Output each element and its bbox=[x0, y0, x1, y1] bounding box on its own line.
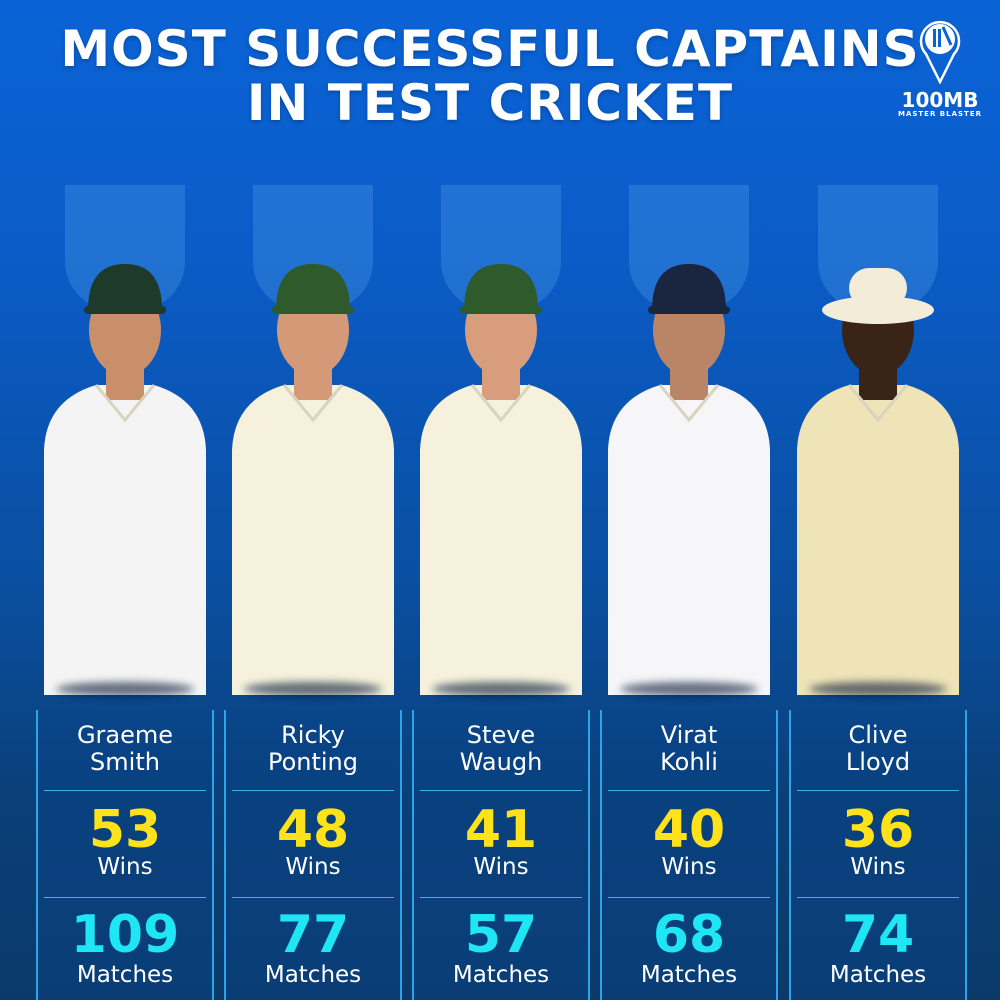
brand-logo: 100MB MASTER BLASTER bbox=[895, 18, 985, 118]
captain-card: Graeme Smith 53 Wins 109 Matches bbox=[36, 170, 214, 1000]
cricket-stumps-pin-icon bbox=[919, 20, 961, 85]
captain-name: Graeme Smith bbox=[36, 722, 214, 776]
captain-card: Clive Lloyd 36 Wins 74 Matches bbox=[789, 170, 967, 1000]
matches-value: 77 bbox=[276, 905, 350, 965]
captain-name: Steve Waugh bbox=[412, 722, 590, 776]
divider bbox=[608, 790, 770, 791]
matches-label: Matches bbox=[76, 962, 174, 988]
first-name: Ricky bbox=[281, 721, 345, 749]
last-name: Ponting bbox=[267, 748, 359, 776]
captain-photo bbox=[797, 268, 959, 695]
stats-panel bbox=[224, 710, 402, 1000]
logo-brand: 100MB bbox=[901, 88, 979, 112]
stats-panel bbox=[789, 710, 967, 1000]
captain-name: Ricky Ponting bbox=[224, 722, 402, 776]
divider bbox=[44, 897, 206, 898]
captain-name: Virat Kohli bbox=[600, 722, 778, 776]
stats-panel bbox=[600, 710, 778, 1000]
photo-shadow bbox=[809, 682, 947, 696]
first-name: Graeme bbox=[76, 721, 174, 749]
last-name: Waugh bbox=[459, 748, 543, 776]
divider bbox=[797, 790, 959, 791]
matches-value: 109 bbox=[70, 905, 180, 965]
title-line-2: in Test Cricket bbox=[246, 74, 734, 132]
matches-value: 68 bbox=[652, 905, 726, 965]
first-name: Steve bbox=[466, 721, 536, 749]
wins-value: 48 bbox=[276, 800, 350, 860]
divider bbox=[420, 897, 582, 898]
wins-label: Wins bbox=[850, 854, 906, 880]
matches-label: Matches bbox=[452, 962, 550, 988]
wins-label: Wins bbox=[285, 854, 341, 880]
divider bbox=[232, 790, 394, 791]
photo-shadow bbox=[244, 682, 382, 696]
photo-shadow bbox=[56, 682, 194, 696]
divider bbox=[232, 897, 394, 898]
matches-value: 57 bbox=[464, 905, 538, 965]
logo-subtitle: MASTER BLASTER bbox=[897, 110, 982, 118]
last-name: Kohli bbox=[660, 748, 718, 776]
captain-card: Steve Waugh 41 Wins 57 Matches bbox=[412, 170, 590, 1000]
last-name: Smith bbox=[90, 748, 160, 776]
captain-photo bbox=[232, 264, 394, 695]
wins-label: Wins bbox=[473, 854, 529, 880]
first-name: Clive bbox=[848, 721, 908, 749]
captain-photo bbox=[44, 264, 206, 695]
captain-card: Ricky Ponting 48 Wins 77 Matches bbox=[224, 170, 402, 1000]
photo-shadow bbox=[620, 682, 758, 696]
page-title: Most Successful Captains in Test Cricket bbox=[60, 22, 920, 130]
matches-label: Matches bbox=[264, 962, 362, 988]
divider bbox=[420, 790, 582, 791]
title-line-1: Most Successful Captains bbox=[60, 20, 920, 78]
matches-label: Matches bbox=[829, 962, 927, 988]
team-crest-icon bbox=[818, 185, 938, 317]
divider bbox=[608, 897, 770, 898]
photo-shadow bbox=[432, 682, 570, 696]
stats-panel bbox=[412, 710, 590, 1000]
matches-value: 74 bbox=[841, 905, 915, 965]
last-name: Lloyd bbox=[845, 748, 911, 776]
wins-label: Wins bbox=[97, 854, 153, 880]
divider bbox=[797, 897, 959, 898]
first-name: Virat bbox=[660, 721, 718, 749]
divider bbox=[44, 790, 206, 791]
matches-label: Matches bbox=[640, 962, 738, 988]
stats-panel bbox=[36, 710, 214, 1000]
captain-card: Virat Kohli 40 Wins 68 Matches bbox=[600, 170, 778, 1000]
wins-value: 40 bbox=[652, 800, 726, 860]
captain-photo bbox=[608, 264, 770, 695]
wins-value: 41 bbox=[464, 800, 538, 860]
wins-label: Wins bbox=[661, 854, 717, 880]
captain-name: Clive Lloyd bbox=[789, 722, 967, 776]
wins-value: 53 bbox=[88, 800, 162, 860]
captain-photo bbox=[420, 264, 582, 695]
wins-value: 36 bbox=[841, 800, 915, 860]
